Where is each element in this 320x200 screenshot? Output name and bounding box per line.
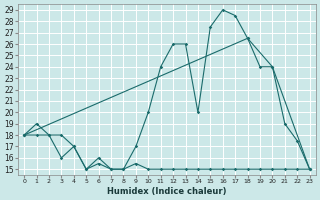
X-axis label: Humidex (Indice chaleur): Humidex (Indice chaleur) — [107, 187, 227, 196]
